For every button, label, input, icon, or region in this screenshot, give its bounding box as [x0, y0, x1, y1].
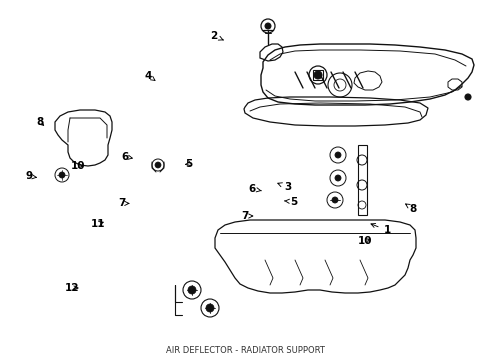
- Circle shape: [335, 175, 341, 181]
- Circle shape: [188, 286, 196, 294]
- Circle shape: [155, 162, 161, 168]
- Circle shape: [335, 152, 341, 158]
- Text: 1: 1: [371, 224, 391, 235]
- Text: 11: 11: [91, 219, 105, 229]
- Text: 6: 6: [249, 184, 262, 194]
- Circle shape: [59, 172, 65, 178]
- Text: 8: 8: [406, 204, 416, 214]
- Circle shape: [332, 197, 338, 203]
- Circle shape: [314, 71, 322, 79]
- Text: 8: 8: [37, 117, 44, 127]
- Text: 5: 5: [285, 197, 297, 207]
- Text: 7: 7: [118, 198, 129, 208]
- Text: 10: 10: [358, 236, 372, 246]
- Circle shape: [265, 23, 271, 29]
- Text: AIR DEFLECTOR - RADIATOR SUPPORT: AIR DEFLECTOR - RADIATOR SUPPORT: [166, 346, 324, 355]
- Text: 7: 7: [241, 211, 253, 221]
- Text: 2: 2: [211, 31, 223, 41]
- Text: 9: 9: [26, 171, 36, 181]
- Text: 4: 4: [144, 71, 155, 81]
- Text: 3: 3: [278, 182, 292, 192]
- Circle shape: [206, 304, 214, 312]
- Circle shape: [465, 94, 471, 100]
- Text: 10: 10: [71, 161, 86, 171]
- Text: 5: 5: [185, 159, 192, 169]
- Text: 6: 6: [122, 152, 132, 162]
- Text: 12: 12: [65, 283, 80, 293]
